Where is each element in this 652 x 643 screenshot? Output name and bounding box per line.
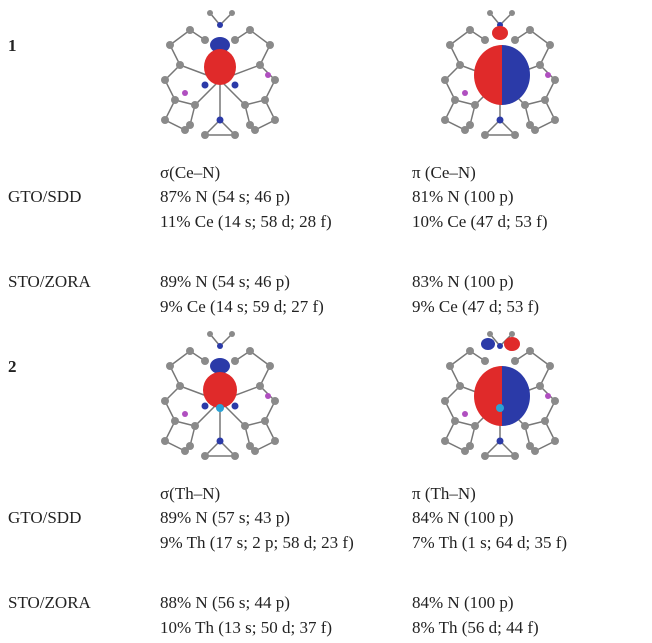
method: GTO/SDD <box>8 187 81 207</box>
pi-orbital-image <box>430 326 570 476</box>
method: GTO/SDD <box>8 508 81 528</box>
composition: 84% N (100 p) <box>412 593 514 613</box>
orbital-name: π (Th–N) <box>412 484 476 504</box>
method: STO/ZORA <box>8 593 91 613</box>
orbital-name: π (Ce–N) <box>412 163 476 183</box>
composition: 7% Th (1 s; 64 d; 35 f) <box>412 533 567 553</box>
composition: 8% Th (56 d; 44 f) <box>412 618 539 638</box>
composition: 89% N (57 s; 43 p) <box>160 508 290 528</box>
panel-label: 2 <box>8 357 17 377</box>
composition: 83% N (100 p) <box>412 272 514 292</box>
sigma-orbital-image <box>150 5 290 155</box>
composition: 10% Ce (47 d; 53 f) <box>412 212 548 232</box>
figure: (() => { const data = JSON.parse(documen… <box>0 0 652 643</box>
orbital-name: σ(Th–N) <box>160 484 220 504</box>
method: STO/ZORA <box>8 272 91 292</box>
panel-label: 1 <box>8 36 17 56</box>
composition: 81% N (100 p) <box>412 187 514 207</box>
composition: 10% Th (13 s; 50 d; 37 f) <box>160 618 332 638</box>
composition: 89% N (54 s; 46 p) <box>160 272 290 292</box>
composition: 9% Ce (47 d; 53 f) <box>412 297 539 317</box>
composition: 87% N (54 s; 46 p) <box>160 187 290 207</box>
sigma-orbital-image <box>150 326 290 476</box>
pi-orbital-image <box>430 5 570 155</box>
composition: 88% N (56 s; 44 p) <box>160 593 290 613</box>
composition: 84% N (100 p) <box>412 508 514 528</box>
composition: 11% Ce (14 s; 58 d; 28 f) <box>160 212 332 232</box>
orbital-name: σ(Ce–N) <box>160 163 220 183</box>
composition: 9% Th (17 s; 2 p; 58 d; 23 f) <box>160 533 354 553</box>
composition: 9% Ce (14 s; 59 d; 27 f) <box>160 297 324 317</box>
